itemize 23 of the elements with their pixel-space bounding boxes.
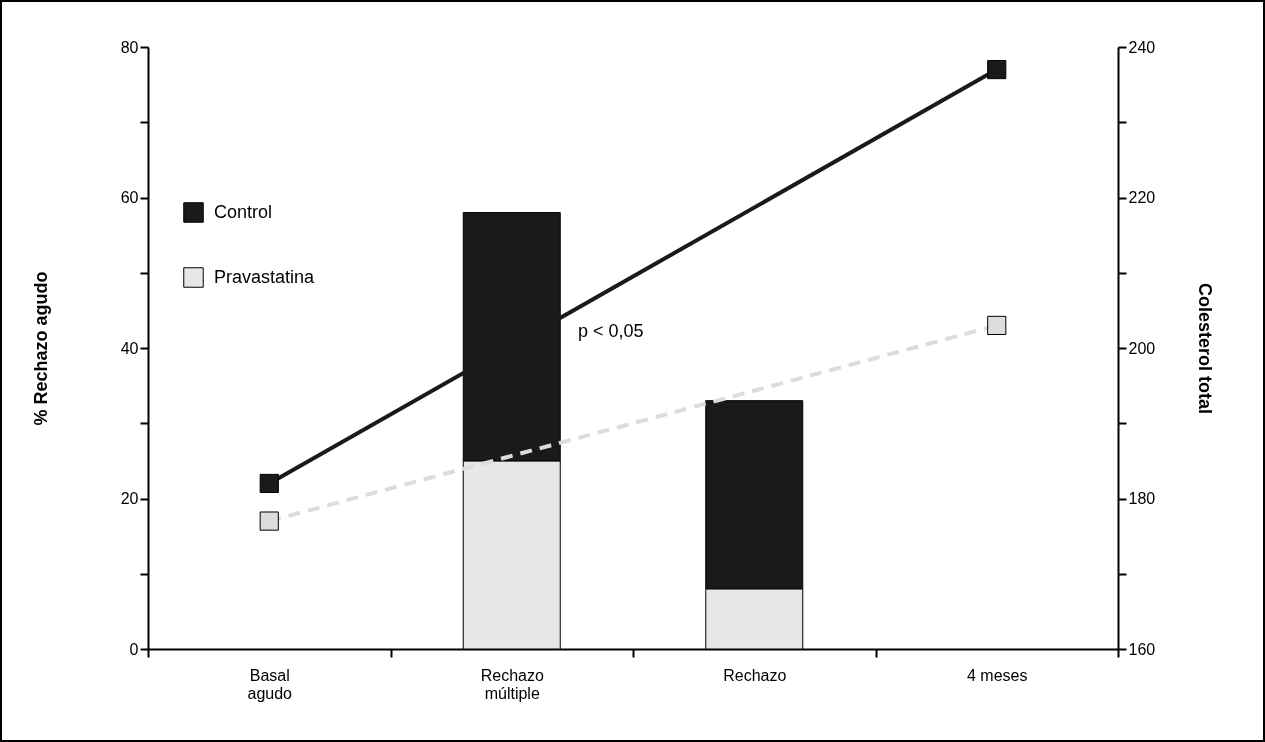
point [259, 473, 279, 494]
y-tick-label: 0 [129, 640, 139, 658]
y2-tick-label: 220 [1128, 189, 1156, 206]
y2-tick-label: 200 [1128, 339, 1156, 357]
x-tick-label: Basal agudo [247, 666, 293, 702]
y-tick-label: 80 [120, 38, 139, 56]
annotation: p < 0,05 [578, 321, 644, 341]
y-tick-label: 60 [120, 189, 139, 206]
point [987, 59, 1007, 80]
y2-axis-title: Colesterol total [1195, 282, 1216, 415]
y2-tick-label: 180 [1128, 490, 1156, 507]
point [259, 511, 279, 531]
legend-label: Pravastatina [214, 266, 316, 287]
y-tick-label: 40 [120, 339, 139, 357]
x-tick-label: Rechazo múltiple [480, 666, 544, 702]
y-axis-title: % Rechazo agudo [30, 271, 51, 426]
x-tick-label: Rechazo [723, 666, 787, 684]
point [987, 315, 1007, 336]
y-tick-label: 20 [120, 490, 139, 507]
y2-tick-label: 240 [1128, 38, 1156, 56]
x-tick-label: 4 meses [967, 666, 1028, 684]
y2-tick-label: 160 [1128, 640, 1156, 658]
legend-label: Control [214, 201, 273, 222]
